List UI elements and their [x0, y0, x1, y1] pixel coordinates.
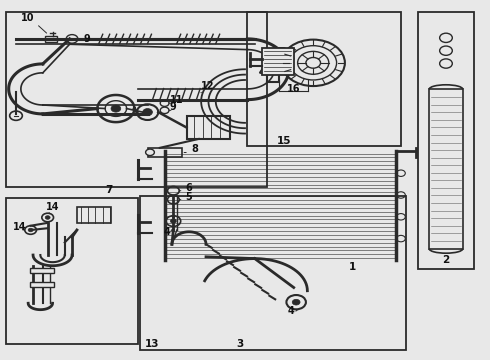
Bar [187, 116, 230, 139]
Text: 9: 9 [170, 102, 176, 112]
Circle shape [166, 216, 181, 226]
Text: 14: 14 [13, 222, 26, 232]
Bar [6, 198, 138, 344]
Bar [262, 48, 294, 75]
Circle shape [171, 219, 176, 223]
Text: 12: 12 [201, 81, 215, 91]
Circle shape [66, 35, 78, 43]
Text: 6: 6 [186, 183, 192, 193]
Circle shape [396, 213, 405, 220]
Text: 8: 8 [192, 144, 198, 154]
Bar [30, 282, 54, 287]
Circle shape [168, 186, 179, 195]
Polygon shape [260, 48, 294, 75]
Text: 1: 1 [348, 262, 356, 272]
Text: 14: 14 [46, 202, 59, 212]
Text: 15: 15 [277, 136, 291, 146]
Bar [77, 207, 111, 223]
Text: 4: 4 [288, 306, 294, 316]
Circle shape [160, 100, 169, 107]
Bar [6, 12, 267, 187]
Text: 11: 11 [170, 95, 183, 105]
Circle shape [25, 226, 36, 234]
Circle shape [28, 228, 33, 232]
Circle shape [440, 46, 452, 55]
Circle shape [292, 299, 300, 305]
Circle shape [42, 213, 53, 222]
Text: 13: 13 [145, 339, 160, 349]
Circle shape [146, 149, 154, 156]
Text: 3: 3 [237, 339, 244, 349]
Text: 7: 7 [105, 185, 112, 194]
Circle shape [160, 107, 169, 113]
Text: 10: 10 [22, 13, 35, 23]
Bar [45, 36, 57, 42]
Circle shape [396, 235, 405, 242]
Bar [418, 12, 474, 269]
Bar [247, 12, 401, 146]
Text: 2: 2 [442, 255, 450, 265]
Circle shape [45, 216, 50, 219]
Text: 16: 16 [287, 85, 300, 94]
Circle shape [168, 195, 179, 204]
Bar [30, 267, 54, 273]
Circle shape [137, 104, 158, 120]
Bar [140, 196, 406, 350]
Circle shape [396, 170, 405, 176]
Circle shape [111, 105, 121, 112]
Text: 9: 9 [83, 34, 90, 44]
Circle shape [143, 109, 152, 116]
Circle shape [440, 33, 452, 42]
Bar [147, 148, 182, 157]
Circle shape [287, 295, 306, 309]
Text: 5: 5 [186, 192, 192, 202]
Circle shape [396, 192, 405, 198]
Circle shape [440, 59, 452, 68]
Circle shape [10, 111, 23, 120]
Bar [429, 89, 463, 249]
Text: 4: 4 [164, 228, 171, 237]
